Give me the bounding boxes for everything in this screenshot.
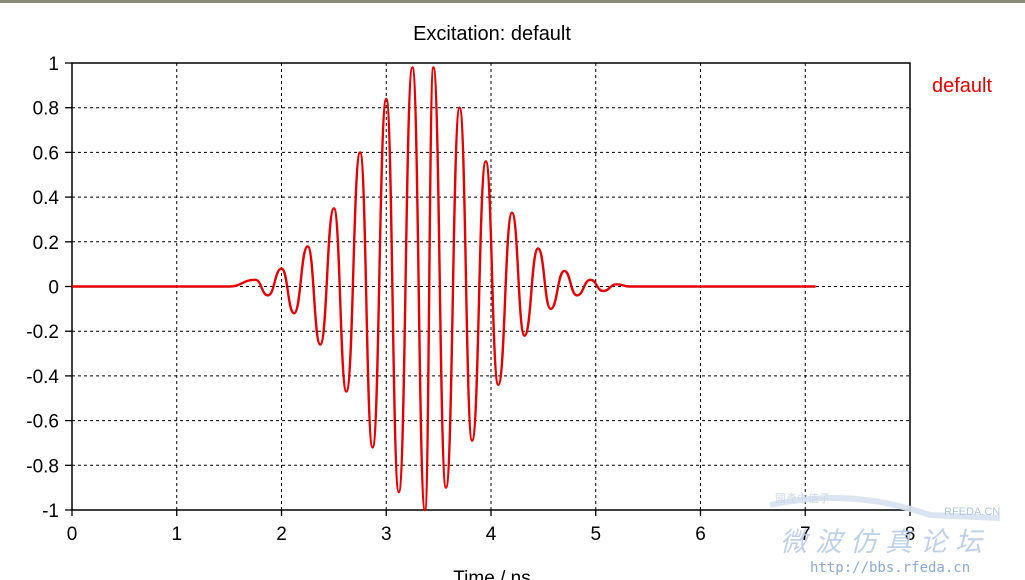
y-tick-label: -0.6 (26, 412, 59, 433)
y-tick-label: 1 (48, 54, 59, 75)
y-tick-label: -0.4 (26, 367, 59, 388)
x-tick-label: 3 (381, 524, 392, 545)
watermark-url: http://bbs.rfeda.cn (810, 560, 970, 576)
watermark-forum-name: 微波仿真论坛 (780, 527, 990, 558)
y-tick-label: 0 (48, 278, 59, 299)
x-axis-label: Time / ns (453, 568, 530, 580)
y-tick-label: 0.4 (33, 188, 60, 209)
x-tick-label: 4 (486, 524, 497, 545)
forum-watermark: 國產中值子 RFEDA.CN 微波仿真论坛 http://bbs.rfeda.c… (769, 491, 1001, 576)
x-tick-label: 0 (67, 524, 78, 545)
y-tick-label: 0.8 (33, 99, 59, 120)
x-axis-ticks: 0 1 2 3 4 5 6 7 8 (67, 510, 916, 545)
x-tick-label: 5 (590, 524, 601, 545)
series-line-default (71, 66, 816, 512)
watermark-small-text: 國產中值子 (775, 491, 830, 505)
y-tick-label: -0.8 (26, 456, 59, 477)
x-tick-label: 8 (905, 524, 916, 545)
x-tick-label: 2 (276, 524, 287, 545)
top-border (0, 0, 1025, 3)
x-tick-label: 6 (695, 524, 706, 545)
x-tick-label: 1 (171, 524, 182, 545)
watermark-swoosh (769, 494, 1001, 521)
y-tick-label: 0.6 (33, 143, 59, 164)
chart-title: Excitation: default (413, 23, 571, 45)
y-tick-label: -0.2 (26, 322, 59, 343)
y-tick-label: -1 (42, 501, 59, 522)
watermark-brand: RFEDA.CN (944, 506, 1000, 518)
legend-default: default (932, 75, 992, 97)
x-tick-label: 7 (800, 524, 811, 545)
y-axis-ticks: 1 0.8 0.6 0.4 0.2 0 -0.2 -0.4 -0.6 -0.8 -1 (26, 54, 72, 522)
y-tick-label: 0.2 (33, 233, 59, 254)
